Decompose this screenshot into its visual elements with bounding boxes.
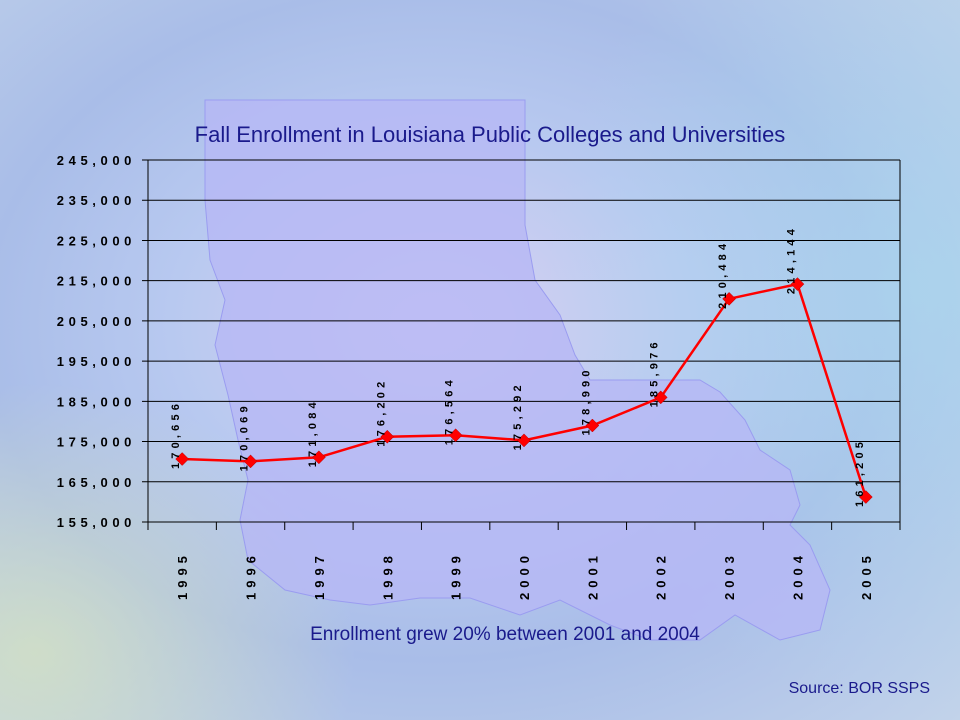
y-tick-label: 245,000 <box>57 153 136 168</box>
data-point-marker <box>448 428 463 443</box>
data-point-marker <box>312 450 326 465</box>
y-tick-label: 235,000 <box>57 193 136 208</box>
x-tick-label: 1995 <box>175 551 190 600</box>
data-point-marker <box>380 429 395 444</box>
y-tick-label: 215,000 <box>57 274 136 289</box>
y-tick-label: 225,000 <box>57 233 136 248</box>
y-tick-label: 155,000 <box>57 515 136 530</box>
data-label: 214,144 <box>785 225 797 294</box>
data-label: 210,484 <box>717 240 729 309</box>
x-tick-label: 2003 <box>722 551 737 600</box>
source-credit: Source: BOR SSPS <box>788 680 930 697</box>
data-label: 185,976 <box>649 338 661 407</box>
enrollment-note: Enrollment grew 20% between 2001 and 200… <box>310 624 700 645</box>
y-tick-label: 185,000 <box>57 394 136 409</box>
data-point-marker <box>790 277 805 291</box>
data-point-marker <box>653 390 668 405</box>
data-point-marker <box>517 433 531 448</box>
data-label: 170,069 <box>239 402 251 471</box>
y-tick-label: 205,000 <box>57 314 136 329</box>
y-tick-label: 175,000 <box>57 435 136 450</box>
data-label: 171,084 <box>307 398 319 467</box>
data-label: 170,656 <box>170 400 182 469</box>
x-tick-label: 2005 <box>859 551 874 600</box>
x-tick-label: 2000 <box>517 551 532 600</box>
x-tick-label: 1998 <box>380 551 395 600</box>
y-tick-label: 195,000 <box>57 354 136 369</box>
chart-title: Fall Enrollment in Louisiana Public Coll… <box>194 122 786 147</box>
data-point-marker <box>585 418 600 433</box>
x-tick-label: 2004 <box>790 551 805 600</box>
x-tick-label: 1996 <box>244 551 259 600</box>
data-label: 176,564 <box>444 376 456 445</box>
x-tick-label: 1997 <box>312 551 327 600</box>
data-label: 161,205 <box>854 438 866 507</box>
x-tick-label: 2001 <box>585 551 600 600</box>
y-tick-label: 165,000 <box>57 475 136 490</box>
data-point-marker <box>858 490 873 504</box>
data-point-marker <box>243 454 258 469</box>
data-label: 175,292 <box>512 381 524 450</box>
x-tick-label: 1999 <box>449 551 464 600</box>
data-point-marker <box>175 452 190 466</box>
data-label: 178,990 <box>580 366 592 435</box>
data-point-marker <box>722 291 736 306</box>
data-label: 176,202 <box>375 378 387 447</box>
x-tick-label: 2002 <box>654 551 669 600</box>
